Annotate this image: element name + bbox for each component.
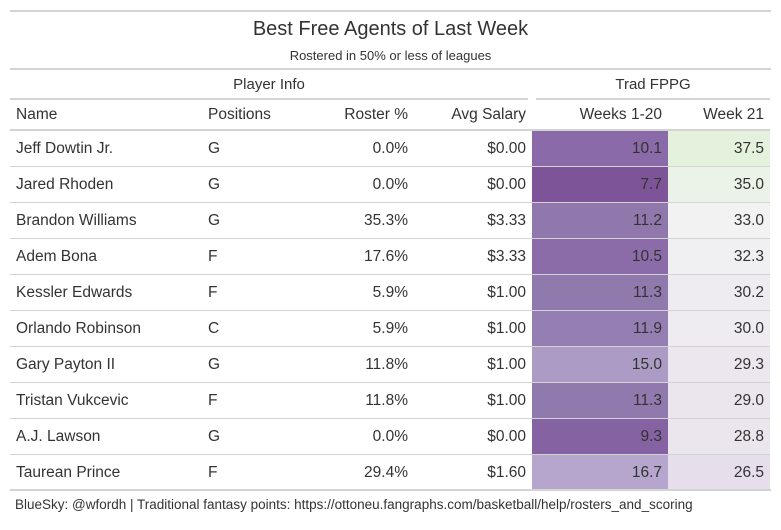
cell-weeks-1-20: 11.3	[532, 382, 668, 419]
cell-positions: F	[202, 274, 300, 311]
cell-avg-salary: $0.00	[414, 166, 532, 203]
cell-weeks-1-20: 10.5	[532, 238, 668, 275]
column-header-roster-pct: Roster %	[300, 100, 414, 131]
cell-weeks-1-20: 11.2	[532, 202, 668, 239]
cell-roster-pct: 29.4%	[300, 454, 414, 491]
cell-name: Kessler Edwards	[10, 274, 202, 311]
cell-weeks-1-20: 11.3	[532, 274, 668, 311]
cell-roster-pct: 35.3%	[300, 202, 414, 239]
cell-avg-salary: $1.00	[414, 346, 532, 383]
table-row: Adem Bona F 17.6% $3.33 10.5 32.3	[10, 238, 770, 275]
cell-avg-salary: $0.00	[414, 130, 532, 167]
spanner-rule-player-info	[10, 98, 528, 100]
free-agents-table: Name Positions Roster % Avg Salary Weeks…	[10, 100, 770, 491]
spanner-rule-trad-fppg	[536, 98, 770, 100]
cell-name: Jared Rhoden	[10, 166, 202, 203]
cell-roster-pct: 11.8%	[300, 382, 414, 419]
cell-roster-pct: 5.9%	[300, 310, 414, 347]
table-row: Jeff Dowtin Jr. G 0.0% $0.00 10.1 37.5	[10, 130, 770, 167]
cell-week-21: 37.5	[668, 130, 770, 167]
cell-week-21: 32.3	[668, 238, 770, 275]
cell-name: Brandon Williams	[10, 202, 202, 239]
cell-positions: G	[202, 130, 300, 167]
table-body: Jeff Dowtin Jr. G 0.0% $0.00 10.1 37.5 Jared R…	[10, 130, 770, 491]
cell-week-21: 30.0	[668, 310, 770, 347]
cell-roster-pct: 0.0%	[300, 130, 414, 167]
table-row: Jared Rhoden G 0.0% $0.00 7.7 35.0	[10, 166, 770, 203]
cell-positions: F	[202, 382, 300, 419]
top-rule	[10, 10, 771, 12]
table-subtitle: Rostered in 50% or less of leagues	[289, 48, 492, 63]
cell-roster-pct: 5.9%	[300, 274, 414, 311]
cell-name: Gary Payton II	[10, 346, 202, 383]
cell-week-21: 28.8	[668, 418, 770, 455]
column-header-weeks-1-20: Weeks 1-20	[532, 100, 668, 131]
cell-avg-salary: $1.00	[414, 310, 532, 347]
cell-weeks-1-20: 11.9	[532, 310, 668, 347]
cell-avg-salary: $0.00	[414, 418, 532, 455]
table-row: Tristan Vukcevic F 11.8% $1.00 11.3 29.0	[10, 382, 770, 419]
cell-avg-salary: $3.33	[414, 202, 532, 239]
table-row: Gary Payton II G 11.8% $1.00 15.0 29.3	[10, 346, 770, 383]
table-row: Brandon Williams G 35.3% $3.33 11.2 33.0	[10, 202, 770, 239]
table-row: A.J. Lawson G 0.0% $0.00 9.3 28.8	[10, 418, 770, 455]
cell-roster-pct: 11.8%	[300, 346, 414, 383]
cell-positions: G	[202, 166, 300, 203]
cell-roster-pct: 0.0%	[300, 166, 414, 203]
column-header-positions: Positions	[202, 100, 300, 131]
table-title: Best Free Agents of Last Week	[252, 18, 529, 40]
cell-positions: C	[202, 310, 300, 347]
cell-week-21: 29.3	[668, 346, 770, 383]
footer-rule	[10, 489, 771, 491]
cell-week-21: 35.0	[668, 166, 770, 203]
cell-name: Tristan Vukcevic	[10, 382, 202, 419]
cell-positions: G	[202, 346, 300, 383]
cell-avg-salary: $1.00	[414, 274, 532, 311]
cell-name: Jeff Dowtin Jr.	[10, 130, 202, 167]
cell-week-21: 33.0	[668, 202, 770, 239]
header-row: Name Positions Roster % Avg Salary Weeks…	[10, 100, 770, 131]
spanner-player-info: Player Info	[233, 76, 305, 93]
table-row: Taurean Prince F 29.4% $1.60 16.7 26.5	[10, 454, 770, 491]
cell-positions: G	[202, 202, 300, 239]
cell-roster-pct: 17.6%	[300, 238, 414, 275]
cell-weeks-1-20: 15.0	[532, 346, 668, 383]
cell-week-21: 26.5	[668, 454, 770, 491]
cell-name: Orlando Robinson	[10, 310, 202, 347]
spanner-trad-fppg: Trad FPPG	[615, 76, 691, 93]
cell-roster-pct: 0.0%	[300, 418, 414, 455]
column-header-name: Name	[10, 100, 202, 131]
cell-positions: G	[202, 418, 300, 455]
title-rule	[10, 68, 771, 70]
cell-weeks-1-20: 7.7	[532, 166, 668, 203]
cell-avg-salary: $1.60	[414, 454, 532, 491]
cell-name: A.J. Lawson	[10, 418, 202, 455]
cell-week-21: 30.2	[668, 274, 770, 311]
source-note: BlueSky: @wfordh | Traditional fantasy p…	[15, 497, 693, 512]
cell-positions: F	[202, 238, 300, 275]
column-header-avg-salary: Avg Salary	[414, 100, 532, 131]
cell-weeks-1-20: 9.3	[532, 418, 668, 455]
cell-positions: F	[202, 454, 300, 491]
cell-avg-salary: $1.00	[414, 382, 532, 419]
cell-avg-salary: $3.33	[414, 238, 532, 275]
cell-name: Taurean Prince	[10, 454, 202, 491]
cell-week-21: 29.0	[668, 382, 770, 419]
table-row: Orlando Robinson C 5.9% $1.00 11.9 30.0	[10, 310, 770, 347]
cell-name: Adem Bona	[10, 238, 202, 275]
table-row: Kessler Edwards F 5.9% $1.00 11.3 30.2	[10, 274, 770, 311]
cell-weeks-1-20: 16.7	[532, 454, 668, 491]
column-header-week-21: Week 21	[668, 100, 770, 131]
cell-weeks-1-20: 10.1	[532, 130, 668, 167]
